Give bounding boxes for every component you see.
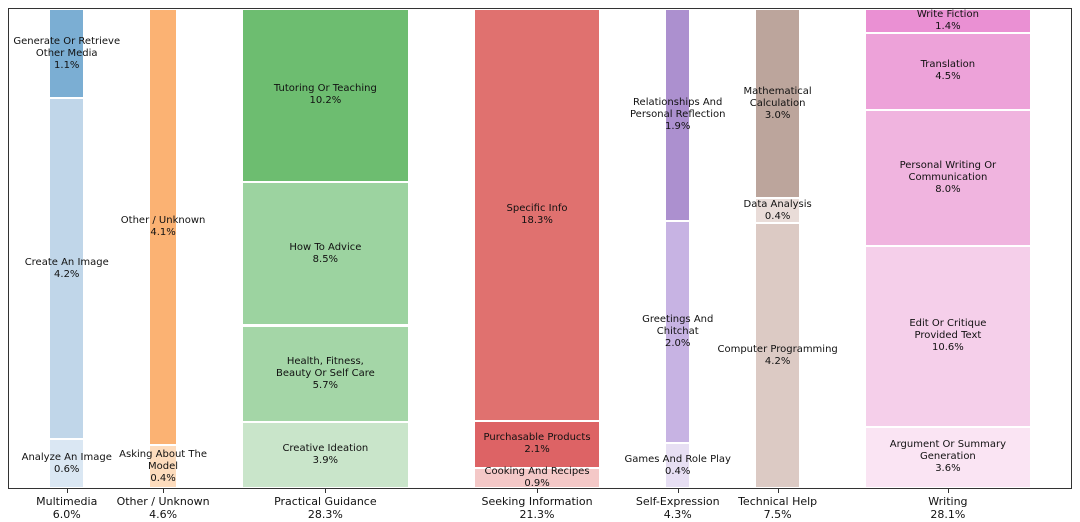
axis-tick	[947, 488, 949, 493]
axis-label-technical-help: Technical Help 7.5%	[738, 495, 818, 522]
segment-label: Analyze An Image 0.6%	[21, 451, 112, 475]
axis-tick	[163, 488, 165, 493]
segment-label: Computer Programming 4.2%	[717, 343, 838, 367]
segment-creative-ideation: Creative Ideation 3.9%	[241, 421, 410, 488]
mosaic-column-multimedia: Generate Or Retrieve Other Media 1.1% Cre…	[13, 9, 120, 488]
axis-label-self-expression: Self-Expression 4.3%	[635, 495, 720, 522]
axis-tick	[537, 488, 539, 493]
segment-cooking-and-recipes: Cooking And Recipes 0.9%	[474, 465, 601, 489]
segment-asking-about-the-model: Asking About The Model 0.4%	[119, 445, 207, 488]
segment-how-to-advice: How To Advice 8.5%	[241, 181, 410, 326]
segment-write-fiction: Write Fiction 1.4%	[864, 8, 1031, 33]
segment-label: Generate Or Retrieve Other Media 1.1%	[13, 35, 121, 71]
segment-relationships-and-personal-reflection: Relationships And Personal Reflection 1.…	[630, 9, 725, 221]
segment-other-unknown: Other / Unknown 4.1%	[121, 9, 205, 446]
segment-analyze-an-image: Analyze An Image 0.6%	[22, 439, 112, 488]
segment-label: Games And Role Play 0.4%	[624, 453, 731, 477]
segment-games-and-role-play: Games And Role Play 0.4%	[624, 443, 731, 488]
axis-label-other-unknown: Other / Unknown 4.6%	[116, 495, 210, 522]
segment-label: Creative Ideation 3.9%	[282, 442, 369, 466]
mosaic-column-technical-help: Mathematical Calculation 3.0% Data Analys…	[717, 9, 838, 488]
segment-label: Health, Fitness, Beauty Or Self Care 5.7…	[275, 355, 375, 391]
segment-label: Relationships And Personal Reflection 1.…	[629, 96, 726, 132]
segment-label: How To Advice 8.5%	[289, 241, 362, 265]
segment-argument-or-summary-generation: Argument Or Summary Generation 3.6%	[864, 426, 1031, 488]
axis-tick	[777, 488, 779, 493]
segment-label: Tutoring Or Teaching 10.2%	[273, 83, 377, 107]
segment-label: Other / Unknown 4.1%	[120, 215, 206, 239]
segment-label: Argument Or Summary Generation 3.6%	[889, 439, 1007, 475]
segment-label: Specific Info 18.3%	[506, 202, 568, 226]
segment-label: Create An Image 4.2%	[24, 256, 109, 280]
axis-tick	[66, 488, 68, 493]
mosaic-column-other-unknown: Other / Unknown 4.1% Asking About The Mod…	[119, 9, 207, 488]
segment-label: Mathematical Calculation 3.0%	[743, 85, 812, 121]
segment-greetings-and-chitchat: Greetings And Chitchat 2.0%	[642, 220, 713, 444]
mosaic-column-self-expression: Relationships And Personal Reflection 1.…	[624, 9, 731, 488]
axis-label-writing: Writing 28.1%	[928, 495, 968, 522]
mosaic-column-practical-guidance: Tutoring Or Teaching 10.2% How To Advice …	[241, 9, 410, 488]
segment-label: Asking About The Model 0.4%	[119, 448, 207, 484]
segment-label: Cooking And Recipes 0.9%	[484, 465, 590, 489]
axis-tick	[677, 488, 679, 493]
segment-label: Write Fiction 1.4%	[916, 8, 979, 32]
segment-create-an-image: Create An Image 4.2%	[25, 98, 109, 440]
segment-translation: Translation 4.5%	[864, 32, 1031, 110]
mosaic-column-seeking-information: Specific Info 18.3% Purchasable Products …	[474, 9, 601, 489]
axis-label-seeking-information: Seeking Information 21.3%	[481, 495, 593, 522]
segment-computer-programming: Computer Programming 4.2%	[717, 223, 838, 488]
segment-label: Personal Writing Or Communication 8.0%	[899, 159, 997, 195]
axis-label-practical-guidance: Practical Guidance 28.3%	[274, 495, 377, 522]
segment-health-fitness-beauty-or-self-care: Health, Fitness, Beauty Or Self Care 5.7…	[241, 325, 410, 422]
segment-tutoring-or-teaching: Tutoring Or Teaching 10.2%	[241, 9, 410, 182]
segment-label: Greetings And Chitchat 2.0%	[642, 314, 714, 350]
segment-generate-or-retrieve-other-media: Generate Or Retrieve Other Media 1.1%	[13, 9, 120, 99]
axis-tick	[325, 488, 327, 493]
mosaic-column-writing: Write Fiction 1.4% Translation 4.5% Person…	[864, 8, 1031, 488]
segment-label: Data Analysis 0.4%	[743, 198, 812, 222]
segment-mathematical-calculation: Mathematical Calculation 3.0%	[744, 9, 812, 199]
segment-label: Translation 4.5%	[920, 59, 976, 83]
segment-personal-writing-or-communication: Personal Writing Or Communication 8.0%	[864, 109, 1031, 246]
segment-specific-info: Specific Info 18.3%	[474, 9, 601, 421]
segment-data-analysis: Data Analysis 0.4%	[743, 198, 812, 224]
segment-label: Edit Or Critique Provided Text 10.6%	[909, 318, 987, 354]
segment-label: Purchasable Products 2.1%	[483, 432, 591, 456]
plot-area: Generate Or Retrieve Other Media 1.1% Cre…	[8, 8, 1072, 489]
axis-label-multimedia: Multimedia 6.0%	[36, 495, 98, 522]
segment-edit-or-critique-provided-text: Edit Or Critique Provided Text 10.6%	[864, 245, 1031, 427]
segment-purchasable-products: Purchasable Products 2.1%	[474, 420, 601, 468]
